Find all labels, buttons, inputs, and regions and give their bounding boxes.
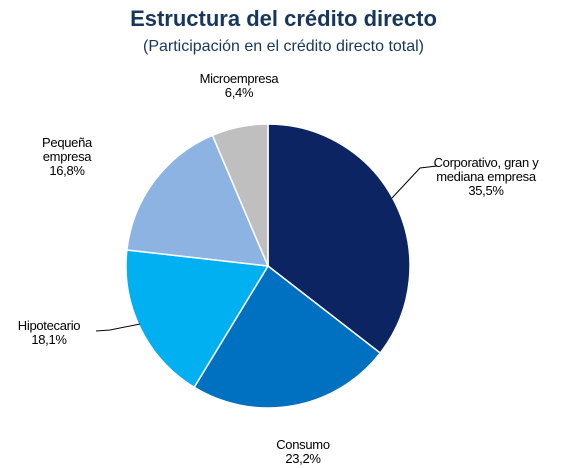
- category-label: Corporativo, gran y mediana empresa: [433, 155, 539, 184]
- pie-slice: [267, 123, 411, 355]
- slice-label: Pequeña empresa 16,8%: [17, 136, 117, 178]
- value-label: 16,8%: [49, 163, 85, 178]
- value-label: 6,4%: [224, 85, 254, 100]
- leader-line: [95, 323, 141, 332]
- value-label: 23,2%: [285, 451, 321, 466]
- slice-label: Hipotecario 18,1%: [0, 319, 98, 347]
- value-label: 18,1%: [31, 332, 67, 347]
- category-label: Consumo: [276, 437, 330, 452]
- value-label: 35,5%: [468, 183, 504, 198]
- chart-subtitle: (Participación en el crédito directo tot…: [142, 38, 425, 55]
- leader-line: [391, 165, 438, 199]
- slice-label: Corporativo, gran y mediana empresa 35,5%: [430, 156, 542, 198]
- slice-label: Consumo 23,2%: [253, 438, 353, 466]
- chart-title: Estructura del crédito directo: [130, 6, 437, 31]
- pie-slice: [125, 249, 270, 389]
- category-label: Hipotecario: [17, 318, 81, 333]
- category-label: Microempresa: [199, 71, 279, 86]
- pie-slice: [211, 123, 269, 267]
- pie-slice: [126, 134, 270, 267]
- category-label: Pequeña empresa: [42, 135, 92, 164]
- slice-label: Microempresa 6,4%: [169, 72, 309, 100]
- pie-slice: [193, 264, 382, 409]
